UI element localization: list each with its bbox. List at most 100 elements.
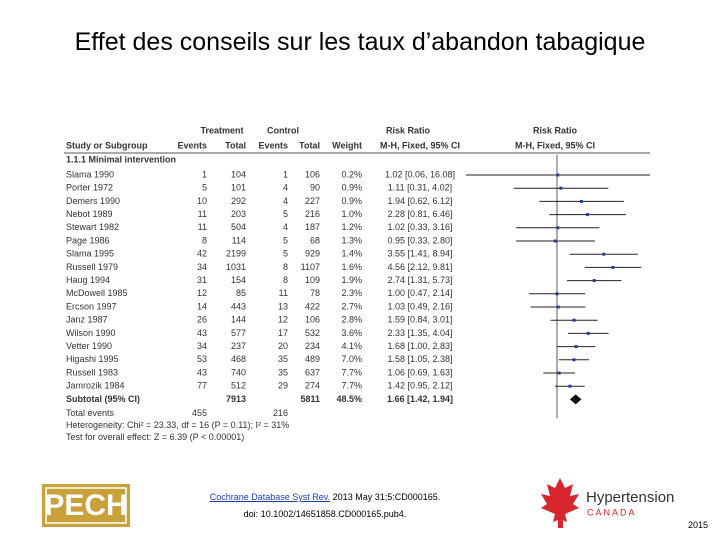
leaf-stem bbox=[558, 500, 563, 528]
estimate-square bbox=[574, 345, 578, 349]
study-name: McDowell 1985 bbox=[66, 288, 128, 298]
table-cell: 422 bbox=[305, 301, 320, 311]
table-cell: 26 bbox=[197, 315, 207, 325]
study-name: Russell 1979 bbox=[66, 262, 118, 272]
table-cell: 4.56 [2.12, 9.81] bbox=[387, 262, 452, 272]
table-cell: 2.28 [0.81, 6.46] bbox=[387, 209, 452, 219]
column-header: Total bbox=[299, 140, 320, 150]
table-cell: 3.6% bbox=[341, 328, 362, 338]
table-cell: 42 bbox=[197, 249, 207, 259]
table-cell: 2.3% bbox=[341, 288, 362, 298]
table-cell: 34 bbox=[197, 341, 207, 351]
estimate-square bbox=[579, 199, 583, 203]
table-cell: 90 bbox=[310, 183, 320, 193]
table-cell: 1.58 [1.05, 2.38] bbox=[387, 354, 452, 364]
table-cell: 4.1% bbox=[341, 341, 362, 351]
group-header: Control bbox=[267, 125, 299, 135]
table-cell: 532 bbox=[305, 328, 320, 338]
table-cell: 5 bbox=[202, 183, 207, 193]
table-cell: 11 bbox=[279, 288, 288, 298]
column-header: M-H, Fixed, 95% CI bbox=[380, 140, 460, 150]
group-header: Risk Ratio bbox=[533, 125, 578, 135]
table-cell: 144 bbox=[231, 315, 246, 325]
table-cell: 10 bbox=[197, 196, 207, 206]
subtotal-cell: 48.5% bbox=[336, 394, 362, 404]
pech-logo-text: PECH bbox=[44, 489, 127, 522]
table-cell: 1.11 [0.31, 4.02] bbox=[388, 183, 452, 193]
table-cell: 1.00 [0.47, 2.14] bbox=[387, 288, 452, 298]
estimate-square bbox=[553, 239, 557, 243]
group-header: Treatment bbox=[200, 125, 243, 135]
table-cell: 43 bbox=[197, 367, 207, 377]
table-cell: 237 bbox=[231, 341, 246, 351]
study-name: Slama 1990 bbox=[66, 169, 114, 179]
table-cell: 1.3% bbox=[341, 235, 362, 245]
column-header: Events bbox=[177, 140, 207, 150]
table-cell: 106 bbox=[305, 315, 320, 325]
table-cell: 5 bbox=[283, 235, 288, 245]
table-cell: 443 bbox=[231, 301, 246, 311]
table-cell: 1.2% bbox=[341, 222, 362, 232]
table-cell: 1031 bbox=[226, 262, 246, 272]
study-name: Haug 1994 bbox=[66, 275, 110, 285]
study-name: Jamrozik 1984 bbox=[66, 381, 125, 391]
table-cell: 1.59 [0.84, 3.01] bbox=[387, 315, 452, 325]
table-cell: 5 bbox=[283, 249, 288, 259]
pech-logo-frame bbox=[45, 487, 127, 524]
group-header: Risk Ratio bbox=[386, 125, 431, 135]
column-header: Weight bbox=[332, 140, 362, 150]
pech-logo-box bbox=[42, 484, 130, 527]
table-cell: 7.7% bbox=[341, 381, 362, 391]
study-name: Nebot 1989 bbox=[66, 209, 113, 219]
estimate-square bbox=[602, 252, 606, 256]
study-name: Slama 1995 bbox=[66, 249, 114, 259]
table-cell: 20 bbox=[278, 341, 288, 351]
estimate-square bbox=[572, 318, 576, 322]
reference-detail: 2013 May 31;5:CD000165. bbox=[332, 492, 441, 502]
table-cell: 154 bbox=[231, 275, 246, 285]
estimate-square bbox=[585, 213, 589, 217]
column-header: Total bbox=[225, 140, 246, 150]
table-cell: 14 bbox=[197, 301, 207, 311]
table-cell: 4 bbox=[283, 183, 288, 193]
heterogeneity: Heterogeneity: Chi² = 23.33, df = 16 (P … bbox=[66, 420, 289, 430]
table-cell: 2.74 [1.31, 5.73] bbox=[387, 275, 452, 285]
column-header: Events bbox=[258, 140, 288, 150]
table-cell: 78 bbox=[310, 288, 320, 298]
table-cell: 8 bbox=[202, 235, 207, 245]
table-cell: 577 bbox=[231, 328, 246, 338]
table-cell: 929 bbox=[305, 249, 320, 259]
table-cell: 0.95 [0.33, 2.80] bbox=[387, 235, 452, 245]
estimate-square bbox=[611, 265, 615, 269]
table-cell: 101 bbox=[231, 183, 246, 193]
table-cell: 0.2% bbox=[341, 169, 362, 179]
table-cell: 5 bbox=[283, 209, 288, 219]
estimate-square bbox=[568, 384, 572, 388]
table-cell: 12 bbox=[197, 288, 207, 298]
table-cell: 11 bbox=[198, 209, 207, 219]
study-name: Stewart 1982 bbox=[66, 222, 119, 232]
table-cell: 35 bbox=[278, 354, 288, 364]
table-cell: 4 bbox=[283, 196, 288, 206]
logo-right-line1: Hypertension bbox=[586, 489, 674, 506]
table-cell: 2.7% bbox=[341, 301, 362, 311]
table-cell: 29 bbox=[278, 381, 288, 391]
table-cell: 187 bbox=[305, 222, 320, 232]
estimate-square bbox=[556, 226, 560, 230]
reference-link[interactable]: Cochrane Database Syst Rev. bbox=[209, 492, 331, 502]
table-cell: 2.33 [1.35, 4.04] bbox=[387, 328, 452, 338]
subtotal-cell: 5811 bbox=[300, 394, 320, 404]
table-cell: 489 bbox=[305, 354, 320, 364]
logo-right-line2: CANADA bbox=[587, 507, 637, 517]
table-cell: 12 bbox=[278, 315, 288, 325]
table-cell: 31 bbox=[197, 275, 207, 285]
table-cell: 234 bbox=[305, 341, 320, 351]
subtotal-cell: 1.66 [1.42, 1.94] bbox=[387, 394, 453, 404]
table-cell: 203 bbox=[231, 209, 246, 219]
subgroup-label: 1.1.1 Minimal intervention bbox=[66, 154, 176, 164]
estimate-square bbox=[557, 371, 561, 375]
study-name: Janz 1987 bbox=[66, 315, 108, 325]
table-cell: 11 bbox=[198, 222, 207, 232]
table-cell: 1.9% bbox=[341, 275, 362, 285]
